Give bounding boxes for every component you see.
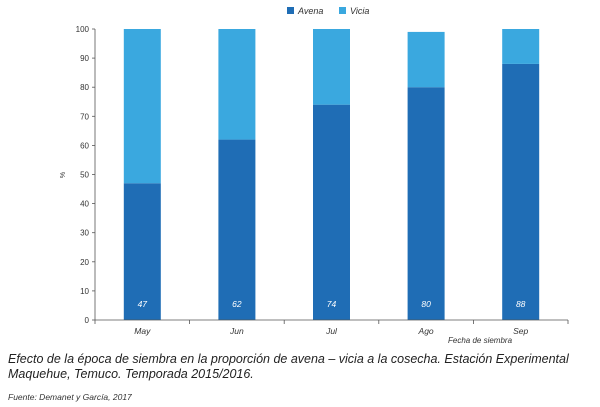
chart-legend: Avena Vicia — [287, 6, 369, 16]
y-tick-label: 100 — [76, 25, 90, 34]
stacked-bar-chart: Avena Vicia % 0 10 20 30 40 50 60 70 80 90 100 47 62… — [60, 6, 569, 345]
y-tick-label: 70 — [80, 112, 89, 121]
bar-vicia-jun — [218, 29, 256, 140]
bar-vicia-jul — [313, 29, 350, 105]
x-tick-label: Jun — [229, 326, 244, 336]
y-tick-label: 30 — [80, 229, 89, 238]
bar-vicia-ago — [407, 31, 445, 88]
bar-vicia-may — [123, 29, 161, 184]
y-tick-label: 0 — [85, 316, 90, 325]
bar-avena-jun — [218, 139, 256, 320]
y-tick-label: 20 — [80, 258, 89, 267]
data-label: 62 — [232, 299, 242, 309]
bar-avena-may — [123, 183, 161, 320]
data-label: 80 — [421, 299, 431, 309]
bar-avena-sep — [502, 63, 540, 321]
y-tick-label: 50 — [80, 171, 89, 180]
legend-swatch-avena — [287, 7, 294, 14]
y-axis: 0 10 20 30 40 50 60 70 80 90 100 — [76, 25, 96, 325]
y-tick-label: 60 — [80, 141, 89, 150]
bars: 47 62 74 80 88 — [123, 29, 540, 321]
bar-avena-jul — [313, 104, 350, 320]
figure-caption: Efecto de la época de siembra en la prop… — [8, 352, 569, 381]
y-tick-label: 10 — [80, 287, 89, 296]
legend-label-vicia: Vicia — [350, 6, 369, 16]
x-tick-label: May — [134, 326, 151, 336]
x-axis: May Jun Jul Ago Sep — [94, 319, 569, 336]
y-tick-label: 90 — [80, 54, 89, 63]
y-axis-label: % — [60, 172, 67, 178]
bar-avena-ago — [407, 87, 445, 320]
figure-source: Fuente: Demanet y García, 2017 — [8, 392, 132, 402]
legend-swatch-vicia — [339, 7, 346, 14]
data-label: 74 — [327, 299, 337, 309]
y-tick-label: 80 — [80, 83, 89, 92]
x-axis-label: Fecha de siembra — [448, 336, 513, 345]
x-tick-label: Sep — [513, 326, 528, 336]
legend-label-avena: Avena — [297, 6, 323, 16]
data-label: 88 — [516, 299, 526, 309]
data-label: 47 — [138, 299, 148, 309]
y-tick-label: 40 — [80, 200, 89, 209]
bar-vicia-sep — [502, 29, 540, 64]
x-tick-label: Ago — [418, 326, 434, 336]
x-tick-label: Jul — [325, 326, 338, 336]
